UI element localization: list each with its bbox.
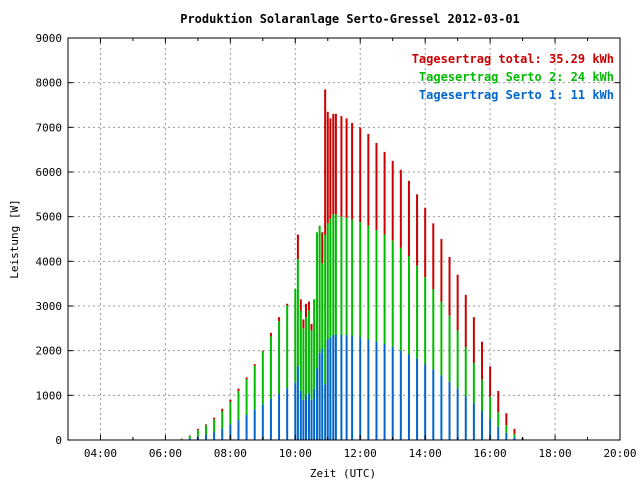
x-tick-label: 18:00	[538, 447, 571, 460]
y-tick-label: 7000	[36, 121, 63, 134]
y-tick-label: 2000	[36, 345, 63, 358]
y-tick-label: 8000	[36, 77, 63, 90]
y-tick-label: 6000	[36, 166, 63, 179]
legend-entry: Tagesertrag total: 35.29 kWh	[412, 52, 614, 66]
x-tick-label: 12:00	[344, 447, 377, 460]
y-axis-ticks: 0 1000 2000 3000 4000 5000 6000 7000 8000 9000	[36, 32, 620, 447]
y-tick-label: 1000	[36, 389, 63, 402]
x-axis-ticks: 04:00 06:00 08:00 10:00 12:00 14:00 16:00 18:00…	[67, 38, 637, 460]
y-tick-label: 3000	[36, 300, 63, 313]
y-tick-label: 4000	[36, 255, 63, 268]
legend-entry: Tagesertrag Serto 1: 11 kWh	[419, 88, 614, 102]
x-tick-label: 06:00	[149, 447, 182, 460]
legend: Tagesertrag total: 35.29 kWh Tagesertrag …	[412, 52, 614, 102]
y-tick-label: 5000	[36, 211, 63, 224]
x-axis-label: Zeit (UTC)	[310, 467, 376, 480]
y-tick-label: 0	[55, 434, 62, 447]
x-tick-label: 10:00	[279, 447, 312, 460]
y-axis-label: Leistung [W]	[8, 199, 21, 278]
x-tick-label: 14:00	[409, 447, 442, 460]
x-tick-label: 20:00	[603, 447, 636, 460]
plot-frame	[67, 37, 621, 441]
x-tick-label: 16:00	[474, 447, 507, 460]
legend-entry: Tagesertrag Serto 2: 24 kWh	[419, 70, 614, 84]
data-bars	[180, 89, 524, 440]
x-tick-label: 08:00	[214, 447, 247, 460]
y-tick-label: 9000	[36, 32, 63, 45]
x-tick-label: 04:00	[84, 447, 117, 460]
chart-title: Produktion Solaranlage Serto-Gressel 201…	[180, 12, 520, 26]
